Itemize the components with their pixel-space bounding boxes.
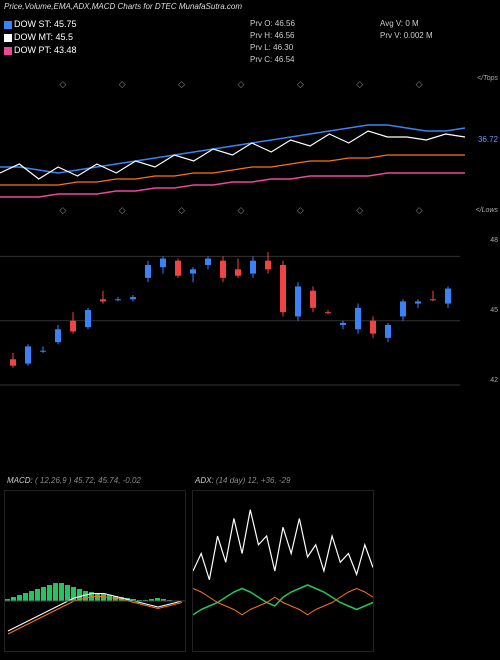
svg-text:◇: ◇ (238, 205, 245, 215)
svg-text:◇: ◇ (416, 79, 423, 89)
legend-pt: DOW PT: 43.48 (14, 45, 77, 55)
svg-text:◇: ◇ (59, 79, 66, 89)
indicator-row: MACD: ( 12,26,9 ) 45.72, 45.74, -0.02 AD… (0, 490, 500, 655)
legend-st: DOW ST: 45.75 (14, 19, 77, 29)
svg-text:◇: ◇ (178, 79, 185, 89)
ohlc-info: Prv O: 46.56 Prv H: 46.56 Prv L: 46.30 P… (250, 18, 295, 66)
svg-text:◇: ◇ (119, 205, 126, 215)
svg-text:◇: ◇ (238, 79, 245, 89)
svg-text:◇: ◇ (356, 79, 363, 89)
candle-panel: 48 45 42 (0, 225, 500, 395)
page-title: Price,Volume,EMA,ADX,MACD Charts for DTE… (4, 2, 242, 11)
volume-info: Avg V: 0 M Prv V: 0.002 M (380, 18, 433, 42)
macd-chart: MACD: ( 12,26,9 ) 45.72, 45.74, -0.02 (4, 490, 186, 652)
legend-block: DOW ST: 45.75 DOW MT: 45.5 DOW PT: 43.48 (4, 18, 77, 57)
legend-mt: DOW MT: 45.5 (14, 32, 73, 42)
svg-text:◇: ◇ (178, 205, 185, 215)
svg-text:◇: ◇ (356, 205, 363, 215)
svg-text:◇: ◇ (297, 205, 304, 215)
tops-label: </Tops (477, 75, 498, 82)
adx-chart: ADX: (14 day) 12, +36, -29 (192, 490, 374, 652)
price-axis-value: 36.72 (478, 135, 498, 144)
svg-text:◇: ◇ (416, 205, 423, 215)
chart-container: Price,Volume,EMA,ADX,MACD Charts for DTE… (0, 0, 500, 660)
svg-text:◇: ◇ (59, 205, 66, 215)
svg-text:◇: ◇ (119, 79, 126, 89)
svg-text:◇: ◇ (297, 79, 304, 89)
price-panel: ◇ ◇ ◇ ◇ ◇ ◇ ◇ ◇ ◇ ◇ ◇ ◇ ◇ ◇ 36.72 </Tops </Lows (0, 75, 500, 220)
lows-label: </Lows (476, 207, 498, 214)
